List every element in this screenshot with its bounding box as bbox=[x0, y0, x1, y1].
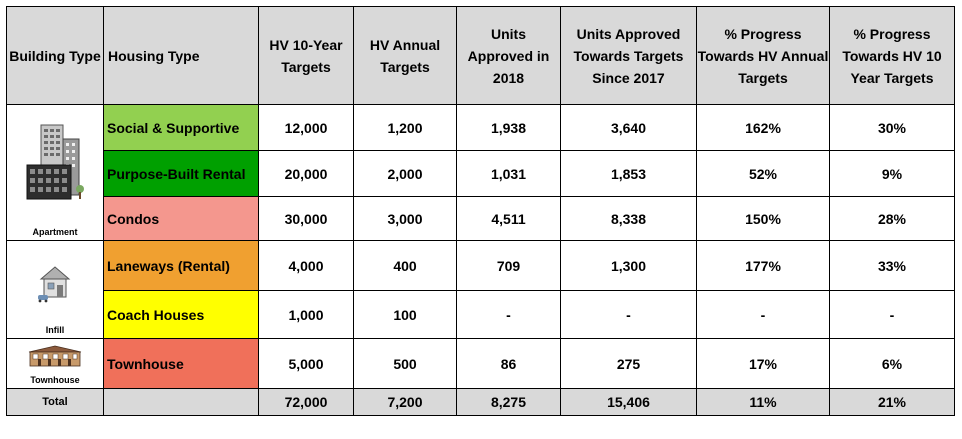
units-2018-cell: 1,938 bbox=[456, 104, 561, 151]
housing-type-cell: Laneways (Rental) bbox=[103, 240, 259, 291]
pct-10yr-cell: 9% bbox=[829, 150, 955, 197]
table-row: Coach Houses 1,000 100 - - - - bbox=[7, 290, 955, 339]
total-label: Total bbox=[6, 388, 104, 416]
hv-10yr-cell: 1,000 bbox=[258, 290, 354, 339]
building-type-label: Apartment bbox=[32, 227, 78, 237]
pct-10yr-cell: 30% bbox=[829, 104, 955, 151]
hv-10yr-cell: 5,000 bbox=[258, 338, 354, 389]
hv-annual-cell: 100 bbox=[353, 290, 457, 339]
header-row: Building Type Housing Type HV 10-Year Ta… bbox=[6, 6, 955, 105]
units-since-2017-cell: 1,300 bbox=[560, 240, 697, 291]
pct-10yr-cell: - bbox=[829, 290, 955, 339]
header-units-2018: Units Approved in 2018 bbox=[456, 6, 561, 105]
hv-10yr-cell: 12,000 bbox=[258, 104, 354, 151]
units-2018-cell: 86 bbox=[456, 338, 561, 389]
header-pct-10yr: % Progress Towards HV 10 Year Targets bbox=[829, 6, 955, 105]
total-row: Total 72,000 7,200 8,275 15,406 11% 21% bbox=[6, 388, 955, 416]
hv-annual-cell: 500 bbox=[353, 338, 457, 389]
header-pct-annual: % Progress Towards HV Annual Targets bbox=[696, 6, 830, 105]
units-since-2017-cell: 275 bbox=[560, 338, 697, 389]
units-since-2017-cell: 3,640 bbox=[560, 104, 697, 151]
pct-annual-cell: 52% bbox=[696, 150, 830, 197]
total-hv-10yr: 72,000 bbox=[258, 388, 354, 416]
infill-house-icon bbox=[38, 266, 71, 303]
units-2018-cell: 709 bbox=[456, 240, 561, 291]
pct-10yr-cell: 6% bbox=[829, 338, 955, 389]
hv-10yr-cell: 20,000 bbox=[258, 150, 354, 197]
total-units-since-2017: 15,406 bbox=[560, 388, 697, 416]
hv-annual-cell: 2,000 bbox=[353, 150, 457, 197]
units-2018-cell: 1,031 bbox=[456, 150, 561, 197]
header-housing-type: Housing Type bbox=[103, 6, 259, 105]
pct-annual-cell: 177% bbox=[696, 240, 830, 291]
pct-annual-cell: 150% bbox=[696, 196, 830, 241]
units-since-2017-cell: 8,338 bbox=[560, 196, 697, 241]
building-type-apartment: Apartment bbox=[6, 104, 104, 241]
housing-type-cell: Purpose-Built Rental bbox=[103, 150, 259, 197]
housing-targets-table: Building Type Housing Type HV 10-Year Ta… bbox=[6, 6, 955, 416]
pct-annual-cell: 162% bbox=[696, 104, 830, 151]
total-hv-annual: 7,200 bbox=[353, 388, 457, 416]
units-2018-cell: 4,511 bbox=[456, 196, 561, 241]
pct-10yr-cell: 33% bbox=[829, 240, 955, 291]
building-type-label: Townhouse bbox=[30, 375, 80, 385]
hv-annual-cell: 1,200 bbox=[353, 104, 457, 151]
table-row: Townhouse Townhouse 5,000 500 86 275 17%… bbox=[6, 338, 955, 389]
table-row: Infill Laneways (Rental) 4,000 400 709 1… bbox=[6, 240, 955, 339]
pct-annual-cell: 17% bbox=[696, 338, 830, 389]
table-row: Apartment Social & Supportive 12,000 1,2… bbox=[6, 104, 955, 241]
housing-type-cell: Coach Houses bbox=[103, 290, 259, 339]
pct-10yr-cell: 28% bbox=[829, 196, 955, 241]
total-pct-10yr: 21% bbox=[829, 388, 955, 416]
header-units-since-2017: Units Approved Towards Targets Since 201… bbox=[560, 6, 697, 105]
townhouse-icon bbox=[28, 345, 82, 367]
table-row: Purpose-Built Rental 20,000 2,000 1,031 … bbox=[7, 150, 955, 197]
apartment-building-icon bbox=[26, 124, 84, 200]
housing-type-cell: Social & Supportive bbox=[103, 104, 259, 151]
total-pct-annual: 11% bbox=[696, 388, 830, 416]
housing-type-cell: Condos bbox=[103, 196, 259, 241]
building-type-label: Infill bbox=[45, 325, 65, 335]
hv-annual-cell: 3,000 bbox=[353, 196, 457, 241]
total-housing-type-cell bbox=[103, 388, 259, 416]
hv-10yr-cell: 4,000 bbox=[258, 240, 354, 291]
building-type-infill: Infill bbox=[6, 240, 104, 339]
header-building-type: Building Type bbox=[6, 6, 104, 105]
housing-type-cell: Townhouse bbox=[103, 338, 259, 389]
units-since-2017-cell: - bbox=[560, 290, 697, 339]
table-row: Condos 30,000 3,000 4,511 8,338 150% 28% bbox=[7, 196, 955, 241]
hv-10yr-cell: 30,000 bbox=[258, 196, 354, 241]
hv-annual-cell: 400 bbox=[353, 240, 457, 291]
units-since-2017-cell: 1,853 bbox=[560, 150, 697, 197]
pct-annual-cell: - bbox=[696, 290, 830, 339]
building-type-townhouse: Townhouse bbox=[6, 338, 104, 389]
units-2018-cell: - bbox=[456, 290, 561, 339]
total-units-2018: 8,275 bbox=[456, 388, 561, 416]
header-hv-annual: HV Annual Targets bbox=[353, 6, 457, 105]
header-hv-10yr: HV 10-Year Targets bbox=[258, 6, 354, 105]
